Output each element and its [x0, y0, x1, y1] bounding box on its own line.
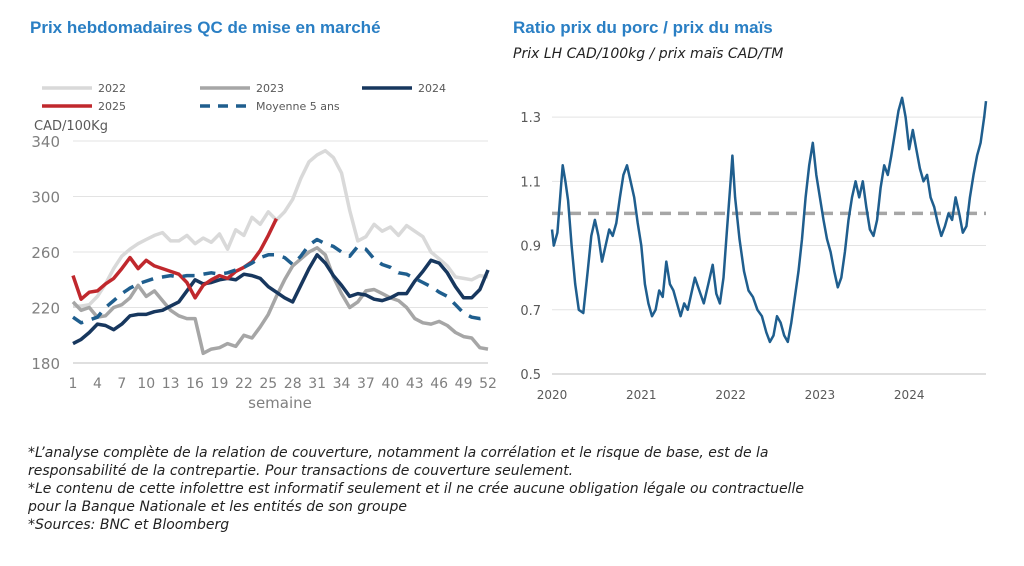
legend-label: 2025 [98, 100, 126, 113]
y-tick-label: 0.7 [520, 304, 541, 319]
x-tick-label: 37 [357, 376, 375, 392]
y-tick-label: 220 [31, 300, 60, 318]
legend-label: 2024 [418, 82, 446, 95]
x-tick-label: 7 [117, 376, 126, 392]
left-chart: 180 220 260 300 340 1 4 7 10 13 16 19 22 25 28 31 34 37 40… [31, 82, 497, 412]
x-tick-label: 19 [211, 376, 229, 392]
y-axis-title: CAD/100Kg [34, 119, 108, 134]
y-tick-label: 180 [31, 355, 60, 373]
footnote-line: *Sources: BNC et Bloomberg [28, 517, 230, 533]
y-tick-label: 0.9 [520, 240, 541, 255]
x-tick-label: 2022 [715, 388, 746, 402]
legend-label: Moyenne 5 ans [256, 100, 340, 113]
series-line-2024 [72, 253, 490, 346]
legend-label: 2023 [256, 82, 284, 95]
right-chart-subtitle: Prix LH CAD/100kg / prix maïs CAD/TM [513, 46, 784, 62]
y-tick-label: 1.3 [520, 111, 541, 126]
y-tick-label: 260 [31, 244, 60, 262]
series-line-moyenne-5-ans [72, 237, 489, 325]
x-tick-label: 1 [69, 376, 78, 392]
x-tick-label: 10 [137, 376, 155, 392]
x-tick-label: 25 [259, 376, 277, 392]
left-chart-title: Prix hebdomadaires QC de mise en marché [30, 18, 381, 37]
x-tick-label: 4 [93, 376, 102, 392]
right-chart: 0.5 0.7 0.9 1.1 1.3 2020 2021 2022 2023 2024 [520, 96, 988, 402]
footnote-line: *Le contenu de cette infolettre est info… [28, 481, 804, 497]
footnote-line: pour la Banque Nationale et les entités … [28, 499, 407, 515]
y-tick-label: 0.5 [520, 368, 541, 383]
x-tick-label: 46 [430, 376, 448, 392]
x-tick-label: 43 [406, 376, 424, 392]
x-tick-label: 2024 [894, 388, 925, 402]
y-tick-label: 1.1 [520, 175, 541, 190]
x-tick-label: 31 [308, 376, 326, 392]
x-axis-title: semaine [248, 394, 312, 412]
x-tick-label: 34 [333, 376, 351, 392]
x-tick-label: 49 [455, 376, 473, 392]
x-tick-label: 22 [235, 376, 253, 392]
x-tick-label: 28 [284, 376, 302, 392]
x-tick-label: 2020 [537, 388, 568, 402]
series-line-2023 [71, 246, 489, 356]
footnote-line: responsabilité de la contrepartie. Pour … [28, 463, 574, 479]
x-tick-label: 2023 [805, 388, 836, 402]
ratio-line [550, 96, 988, 344]
x-tick-label: 40 [381, 376, 399, 392]
legend-label: 2022 [98, 82, 126, 95]
x-tick-label: 16 [186, 376, 204, 392]
y-tick-label: 340 [31, 133, 60, 151]
y-tick-label: 300 [31, 189, 60, 207]
series-line-2022 [73, 148, 489, 308]
x-tick-label: 2021 [626, 388, 657, 402]
x-tick-label: 13 [162, 376, 180, 392]
footnotes: *L’analyse complète de la relation de co… [28, 444, 988, 534]
right-chart-title: Ratio prix du porc / prix du maïs [513, 18, 773, 37]
series-line-2025 [71, 217, 278, 301]
footnote-line: *L’analyse complète de la relation de co… [28, 445, 769, 461]
x-tick-label: 52 [479, 376, 497, 392]
